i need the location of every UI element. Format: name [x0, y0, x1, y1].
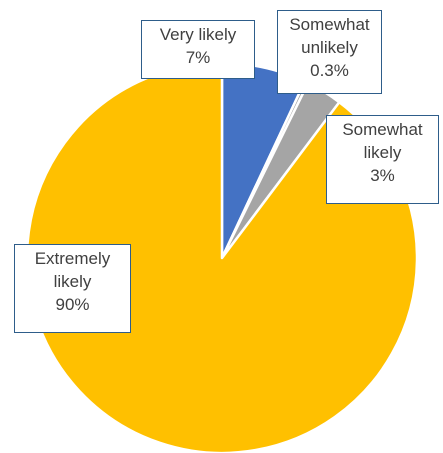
label-very-likely-name: Very likely	[159, 25, 237, 44]
slice-extremely-likely	[25, 61, 419, 453]
label-somewhat-unlikely-name-2: unlikely	[301, 38, 358, 57]
label-extremely-likely-name-1: Extremely	[34, 249, 111, 268]
label-somewhat-unlikely-name-1: Somewhat	[289, 15, 370, 34]
label-somewhat-unlikely: Somewhat unlikely 0.3%	[277, 10, 382, 94]
label-extremely-likely: Extremely likely 90%	[14, 244, 131, 333]
label-somewhat-likely: Somewhat likely 3%	[326, 115, 439, 204]
label-very-likely: Very likely 7%	[141, 20, 255, 79]
label-somewhat-likely-name-2: likely	[363, 143, 402, 162]
label-extremely-likely-name-2: likely	[53, 272, 92, 291]
label-somewhat-likely-name-1: Somewhat	[342, 120, 423, 139]
label-very-likely-value: 7%	[185, 48, 211, 67]
label-extremely-likely-value: 90%	[55, 295, 90, 314]
label-somewhat-unlikely-value: 0.3%	[310, 61, 349, 80]
label-somewhat-likely-value: 3%	[370, 166, 395, 185]
